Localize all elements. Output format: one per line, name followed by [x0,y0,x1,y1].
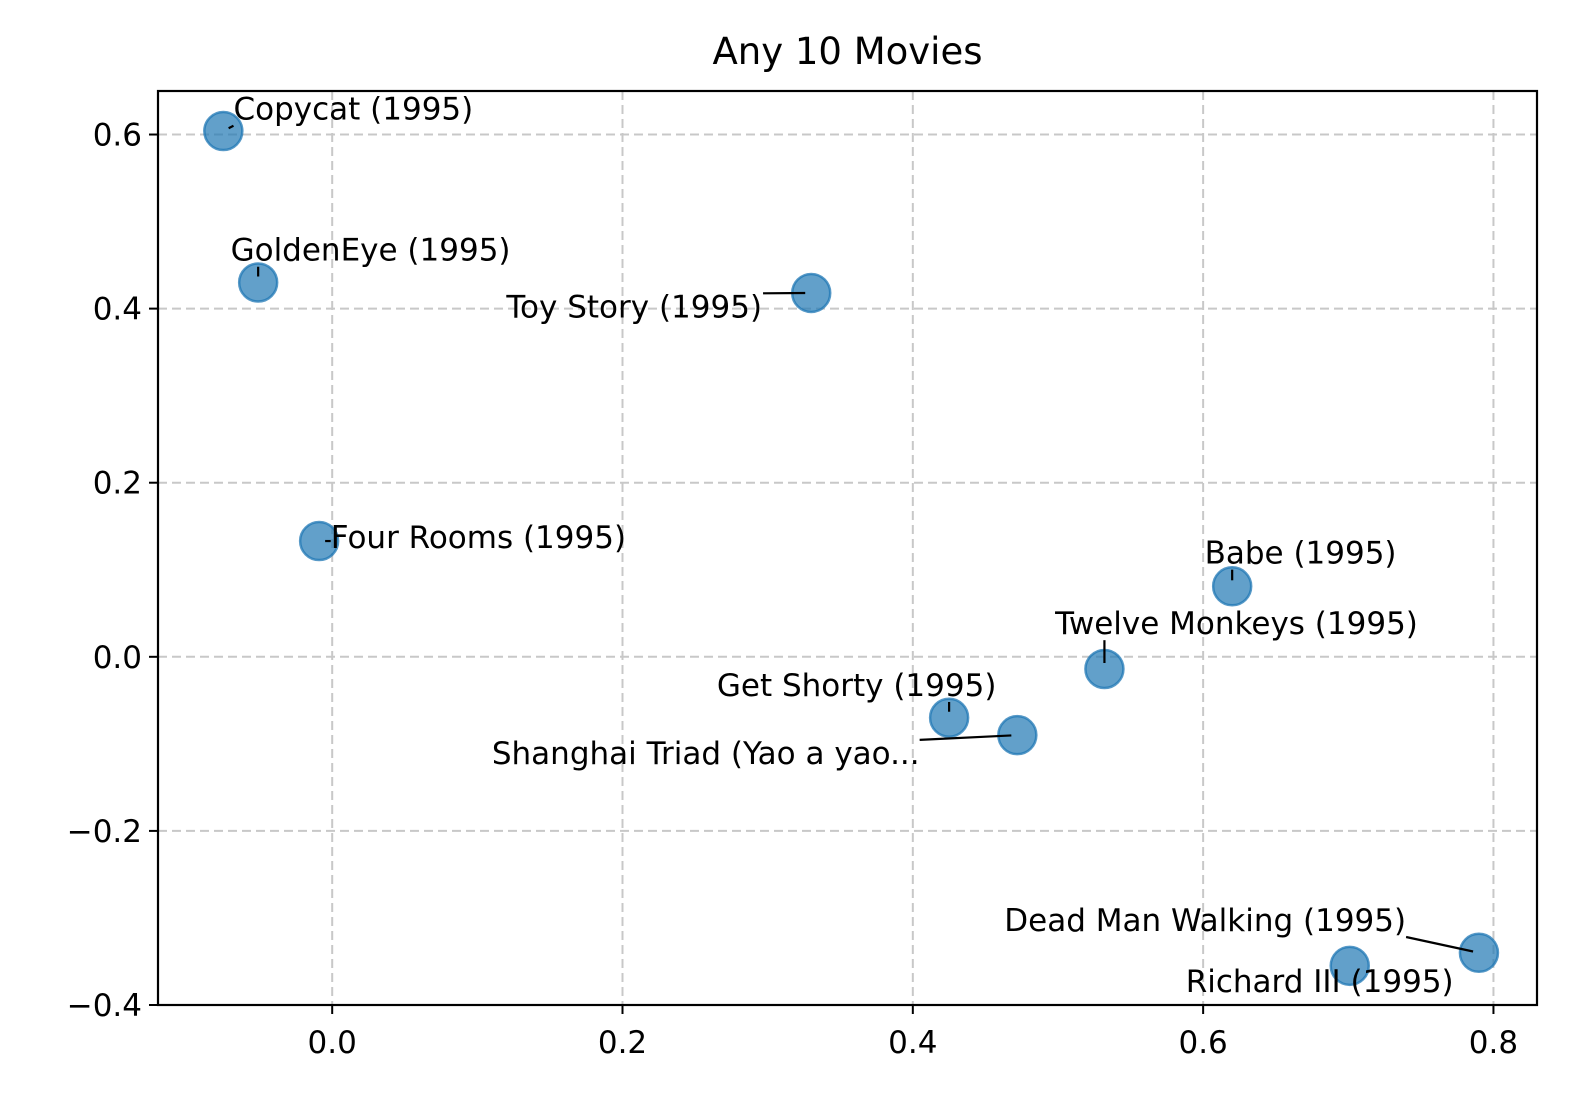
point-label: Twelve Monkeys (1995) [1054,606,1418,642]
x-tick-label: 0.2 [598,1025,647,1061]
x-tick-label: 0.0 [308,1025,357,1061]
leader-line [228,124,234,130]
point-label: Four Rooms (1995) [331,520,626,556]
y-tick-label: 0.0 [93,640,142,676]
y-tick-label: 0.4 [93,292,142,328]
point-label: Toy Story (1995) [505,289,762,325]
scatter-point [203,110,244,152]
point-label: GoldenEye (1995) [231,233,511,269]
axis-ticks: 0.0 0.2 0.4 0.6 0.8 −0.4 −0.2 0.0 0.2 0.4 0.6 [67,118,1518,1061]
point-label: Babe (1995) [1205,536,1397,572]
point-label: Get Shorty (1995) [717,668,997,704]
scatter-point [298,520,340,562]
x-tick-label: 0.6 [1178,1025,1227,1061]
scatter-point [1211,566,1253,607]
y-tick-label: −0.2 [67,814,142,850]
y-tick-label: −0.4 [67,988,142,1024]
y-tick-label: 0.2 [93,466,142,502]
scatter-point [928,697,970,738]
point-labels: Toy Story (1995) GoldenEye (1995) Four Roo… [231,92,1454,1000]
leader-lines [228,124,1474,953]
point-label: Shanghai Triad (Yao a yao... [492,736,920,772]
leader-line [1405,935,1474,953]
x-tick-label: 0.4 [888,1025,937,1061]
point-label: Richard III (1995) [1186,964,1454,1000]
chart-title: Any 10 Movies [712,30,982,73]
y-tick-label: 0.6 [93,118,142,154]
scatter-point [1329,945,1370,987]
scatter-point [1458,932,1500,974]
plot-frame [156,89,1539,1007]
point-label: Dead Man Walking (1995) [1004,903,1406,939]
point-label: Copycat (1995) [233,92,473,128]
leader-line [919,734,1012,741]
points [203,110,1500,987]
scatter-point [237,262,279,303]
x-tick-label: 0.8 [1469,1025,1518,1061]
